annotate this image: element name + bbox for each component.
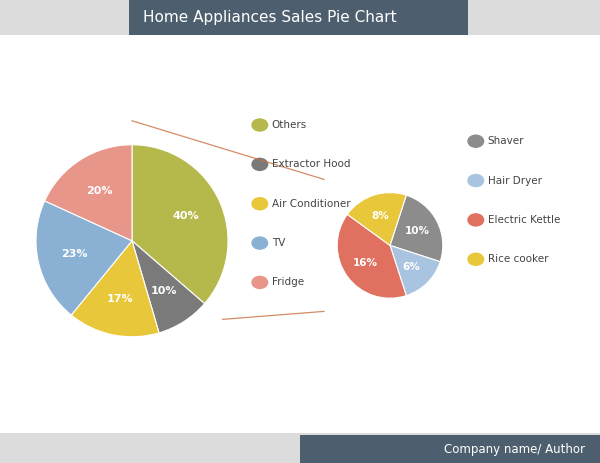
Text: Home Appliances Sales Pie Chart: Home Appliances Sales Pie Chart [143,10,396,25]
Text: 6%: 6% [403,262,421,272]
Wedge shape [132,145,228,304]
Text: 40%: 40% [173,211,199,221]
Wedge shape [44,145,132,241]
Text: TV: TV [272,238,285,248]
Text: 10%: 10% [405,226,430,237]
Text: Fridge: Fridge [272,277,304,288]
Text: 10%: 10% [151,286,178,296]
Text: Electric Kettle: Electric Kettle [488,215,560,225]
Text: Shaver: Shaver [488,136,524,146]
Text: 20%: 20% [86,186,113,196]
Text: Hair Dryer: Hair Dryer [488,175,542,186]
Wedge shape [390,245,440,295]
Text: Rice cooker: Rice cooker [488,254,548,264]
Wedge shape [36,201,132,315]
Text: Air Conditioner: Air Conditioner [272,199,350,209]
Wedge shape [337,214,406,298]
Wedge shape [132,241,205,333]
Text: Others: Others [272,120,307,130]
Text: 16%: 16% [353,258,378,269]
Text: 17%: 17% [107,294,133,304]
Text: 23%: 23% [61,249,87,259]
Wedge shape [390,195,443,262]
Text: Extractor Hood: Extractor Hood [272,159,350,169]
Wedge shape [347,193,406,245]
Wedge shape [71,241,159,337]
Text: Company name/ Author: Company name/ Author [444,443,585,456]
Text: 8%: 8% [371,211,389,221]
